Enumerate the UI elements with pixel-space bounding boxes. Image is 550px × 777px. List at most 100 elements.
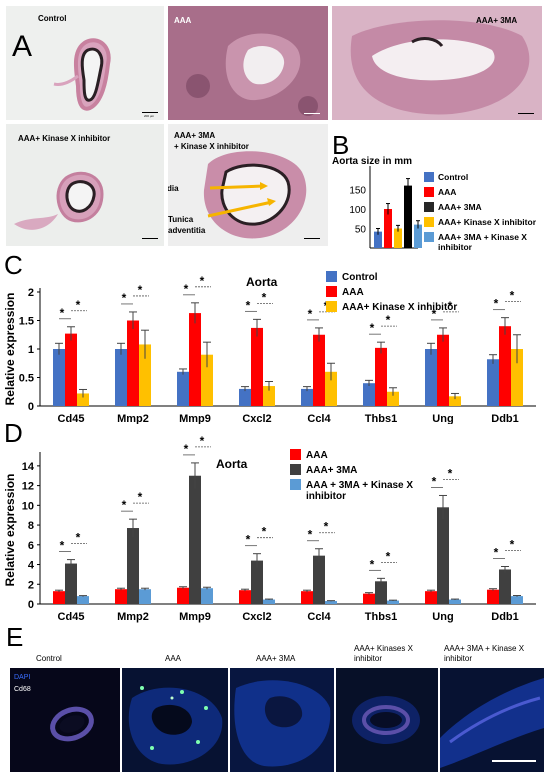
y-tick-label: 14 bbox=[22, 461, 35, 473]
bar bbox=[77, 393, 89, 406]
bar bbox=[449, 396, 461, 406]
significance-star: * bbox=[76, 298, 81, 312]
legend-label: AAA + 3MA + Kinase X bbox=[306, 480, 413, 491]
if-section-aaa-kinase-inhibitor bbox=[352, 696, 420, 744]
if-image-aaa-3ma-kinase-inhibitor bbox=[440, 668, 544, 772]
scale-bar bbox=[518, 113, 534, 114]
bar bbox=[499, 569, 511, 604]
legend-swatch bbox=[326, 271, 337, 282]
y-tick-label: 2 bbox=[28, 579, 34, 591]
x-tick-label: Ddb1 bbox=[491, 611, 519, 623]
x-tick-label: Thbs1 bbox=[365, 611, 397, 623]
he-image-aaa-3ma: AAA+ 3MA bbox=[332, 6, 542, 120]
bar bbox=[487, 359, 499, 406]
bar bbox=[77, 596, 89, 604]
y-tick-label: 1.5 bbox=[19, 316, 34, 328]
scale-bar-text: 200 µm bbox=[144, 114, 155, 118]
if-label-control: Control bbox=[36, 654, 62, 663]
bar bbox=[201, 354, 213, 406]
bar bbox=[363, 593, 375, 604]
tile-label-aaa-3ma: AAA+ 3MA bbox=[476, 16, 518, 25]
bar bbox=[437, 507, 449, 604]
legend-label: AAA+ 3MA bbox=[306, 465, 357, 476]
legend-swatch bbox=[290, 449, 301, 460]
x-tick-label: Ung bbox=[432, 413, 453, 424]
legend-swatch bbox=[424, 202, 434, 212]
legend-label: AAA bbox=[438, 187, 456, 197]
aorta-section-control bbox=[53, 38, 111, 111]
if-image-aaa-3ma bbox=[230, 668, 334, 772]
bar bbox=[387, 391, 399, 406]
if-section-aaa-3ma bbox=[234, 680, 331, 767]
bar bbox=[487, 589, 499, 604]
aorta-section-aaa-3ma bbox=[350, 20, 530, 115]
tile-label-control: Control bbox=[38, 14, 67, 23]
significance-star: * bbox=[324, 520, 329, 534]
bar bbox=[511, 349, 523, 406]
bar bbox=[414, 224, 422, 248]
legend-label: Control bbox=[342, 272, 378, 283]
bar bbox=[375, 347, 387, 406]
significance-star: * bbox=[510, 289, 515, 303]
x-tick-label: Cd45 bbox=[58, 413, 85, 424]
x-tick-label: Ccl4 bbox=[307, 413, 331, 424]
legend-swatch bbox=[424, 217, 434, 227]
if-section-aaa bbox=[128, 686, 223, 765]
legend-swatch bbox=[424, 172, 434, 182]
if-image-aaa-kinase-inhibitor bbox=[336, 668, 438, 772]
bar bbox=[177, 587, 189, 604]
y-tick-label: 100 bbox=[349, 205, 366, 216]
significance-star: * bbox=[262, 290, 267, 304]
legend-label: AAA bbox=[306, 450, 328, 461]
significance-star: * bbox=[494, 297, 499, 311]
y-tick-label: 12 bbox=[22, 481, 34, 493]
significance-star: * bbox=[60, 539, 65, 553]
bar bbox=[313, 555, 325, 604]
if-section-control bbox=[50, 706, 94, 742]
significance-star: * bbox=[122, 498, 127, 512]
bar bbox=[177, 371, 189, 406]
bar bbox=[301, 591, 313, 604]
bar bbox=[201, 588, 213, 604]
bar bbox=[139, 589, 151, 604]
if-image-control: DAPI Cd68 bbox=[10, 668, 120, 772]
chart-title: Aorta bbox=[246, 275, 278, 289]
x-tick-label: Mmp9 bbox=[179, 413, 211, 424]
bar bbox=[511, 596, 523, 604]
tile-label-aaa-3ma-kinase-inhibitor: AAA+ 3MA + Kinase X inhibitor bbox=[174, 131, 249, 151]
he-image-control: Control 200 µm bbox=[6, 6, 164, 120]
significance-star: * bbox=[200, 436, 205, 448]
aorta-section-aaa-kinase-inhibitor bbox=[14, 171, 104, 230]
annotation-tunica-adventitia: Tunica adventitia bbox=[168, 215, 206, 235]
y-tick-label: 0 bbox=[28, 599, 34, 611]
legend-swatch bbox=[424, 187, 434, 197]
significance-star: * bbox=[448, 299, 453, 313]
significance-star: * bbox=[432, 307, 437, 321]
significance-star: * bbox=[432, 474, 437, 488]
bar bbox=[263, 599, 275, 604]
bar bbox=[127, 320, 139, 406]
bar bbox=[394, 228, 402, 248]
x-tick-label: Mmp2 bbox=[117, 413, 149, 424]
y-tick-label: 0.5 bbox=[19, 373, 34, 385]
y-axis-label: Relative expression bbox=[3, 474, 17, 587]
bar bbox=[239, 388, 251, 406]
bar bbox=[437, 334, 449, 406]
significance-star: * bbox=[184, 442, 189, 456]
legend-swatch bbox=[290, 479, 301, 490]
scale-bar bbox=[142, 112, 158, 113]
bar bbox=[375, 581, 387, 604]
panel-letter-d: D bbox=[4, 418, 23, 448]
legend-swatch bbox=[290, 464, 301, 475]
bar bbox=[127, 528, 139, 604]
bar bbox=[115, 589, 127, 604]
x-tick-label: Thbs1 bbox=[365, 413, 397, 424]
scale-bar bbox=[304, 113, 320, 114]
y-axis-label: Relative expression bbox=[3, 293, 17, 406]
legend-label: Control bbox=[438, 172, 468, 182]
bar bbox=[425, 591, 437, 604]
significance-star: * bbox=[246, 298, 251, 312]
bar bbox=[65, 563, 77, 604]
legend-label: AAA+ Kinase X inhibitor bbox=[342, 302, 457, 313]
annotation-tunica-media: Tunica media bbox=[168, 184, 179, 193]
